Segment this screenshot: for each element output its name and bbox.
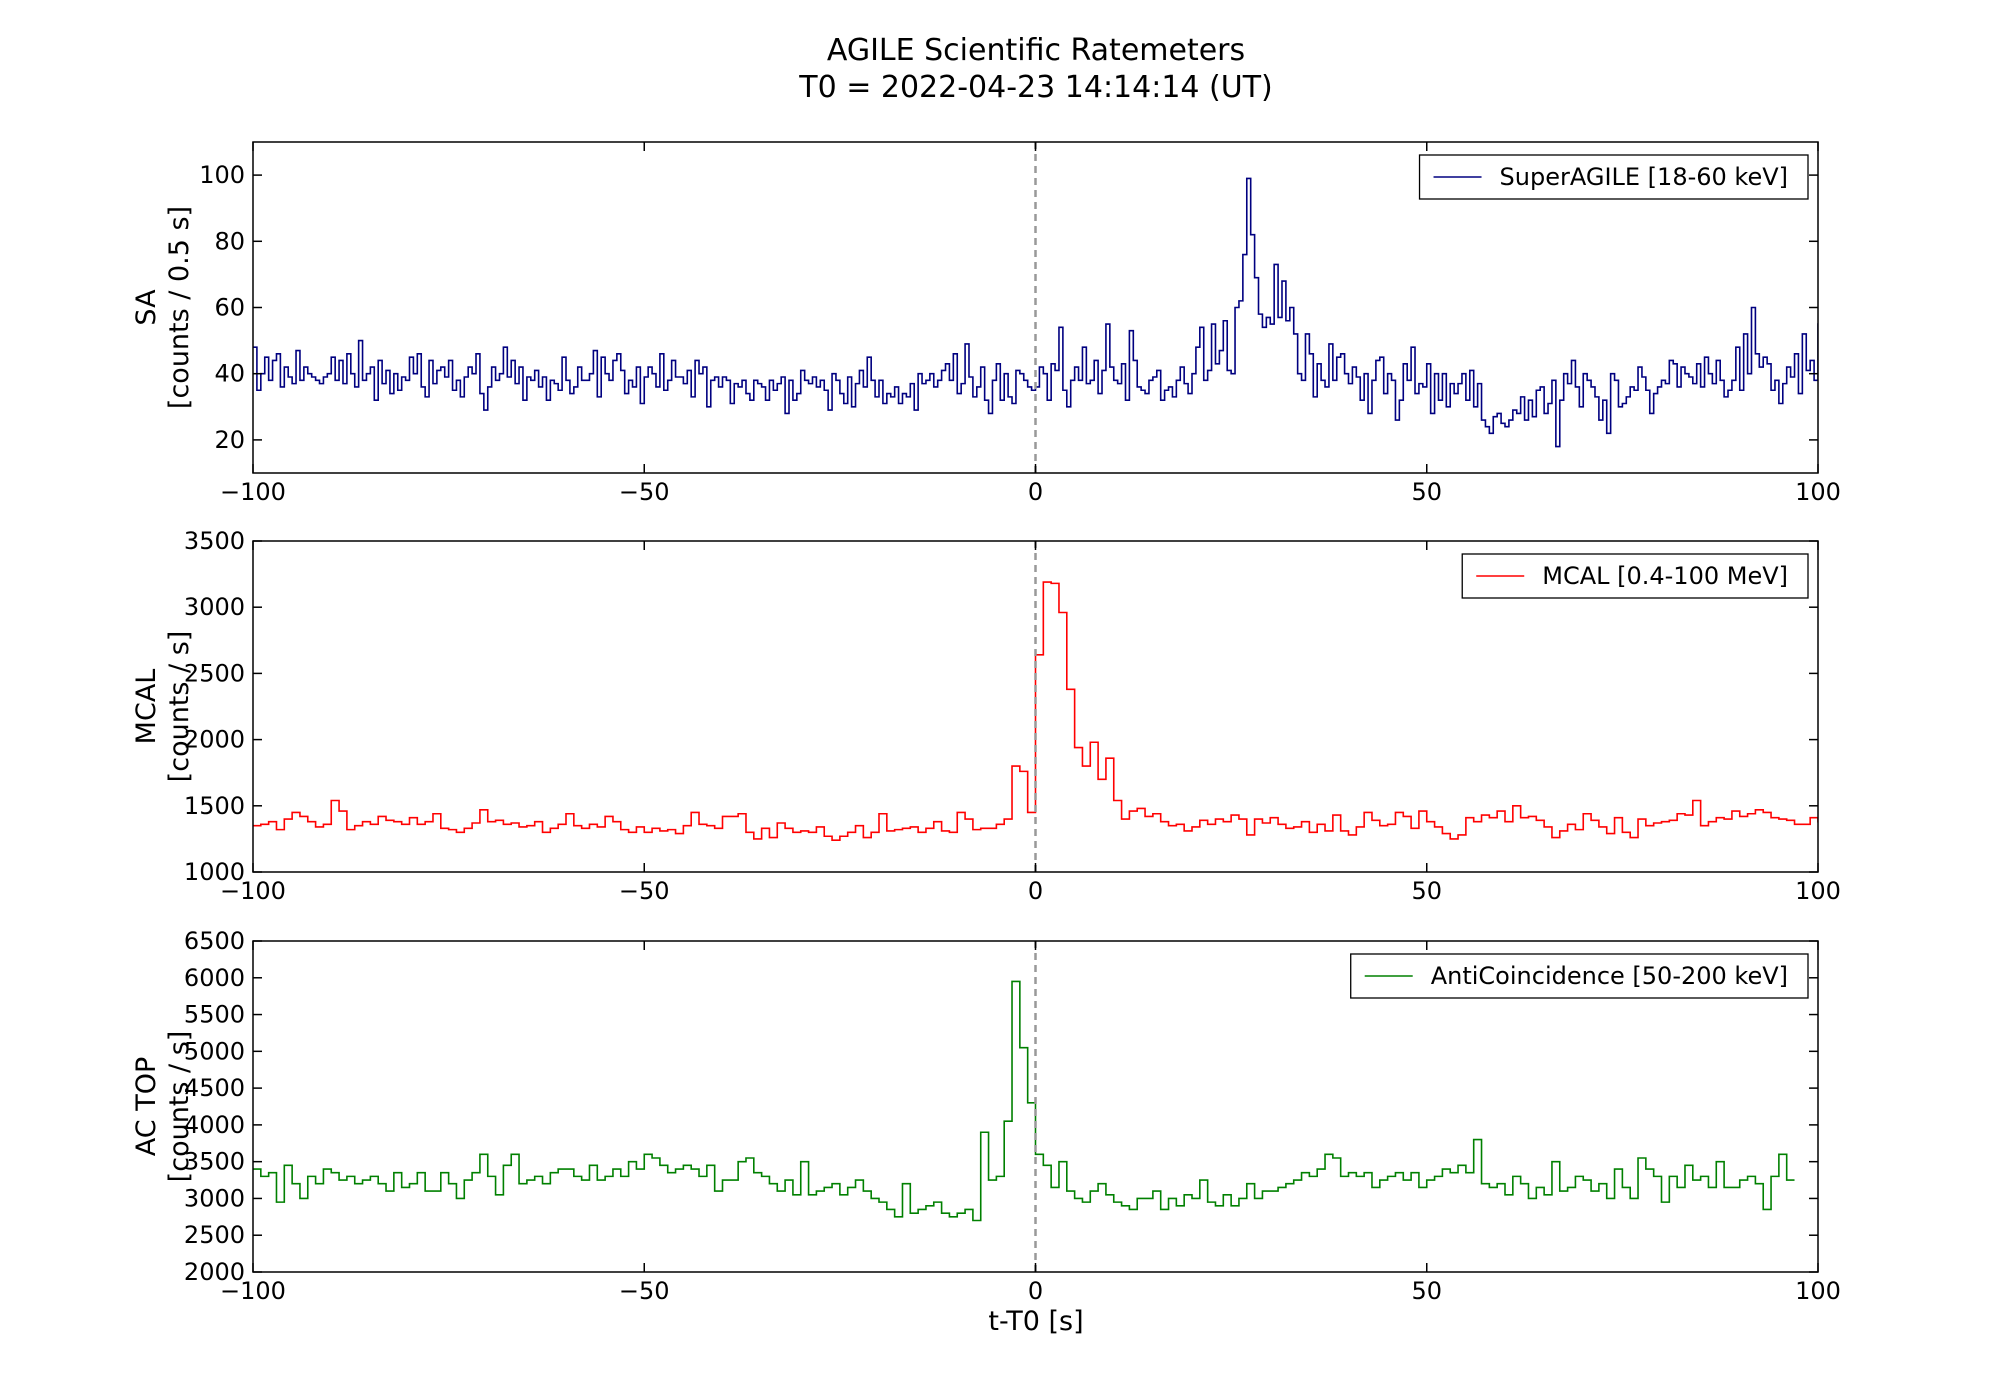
mcal-ylabel-line1: MCAL (131, 669, 162, 745)
ac-ytick-label: 3000 (184, 1184, 245, 1212)
mcal-series-line (253, 581, 1818, 842)
ac-ylabel-line1: AC TOP (131, 1057, 162, 1156)
panel-anticoincidence: −100 −50 0 50 100 2000 2500 3000 3500 4000 4500 500… (131, 927, 1841, 1305)
x-axis-label: t-T0 [s] (988, 1306, 1083, 1337)
ac-ytick-label: 2500 (184, 1221, 245, 1249)
sa-ylabel-line2: [counts / 0.5 s] (164, 206, 195, 409)
mcal-ytick-label: 3000 (184, 593, 245, 621)
ac-ytick-label: 6500 (184, 927, 245, 955)
panel-superagile: −100 −50 0 50 100 20 40 60 80 100 SA [counts / 0.5 … (131, 141, 1841, 506)
ac-legend-label: AntiCoincidence [50-200 keV] (1431, 962, 1788, 990)
mcal-ytick-label: 2000 (184, 726, 245, 754)
figure-title-line2: T0 = 2022-04-23 14:14:14 (UT) (798, 70, 1272, 105)
sa-xtick-label: 0 (1028, 478, 1043, 506)
mcal-ytick-label: 1000 (184, 858, 245, 886)
ac-ytick-label: 2000 (184, 1258, 245, 1286)
sa-ytick-label: 20 (214, 426, 245, 454)
ac-series-line (253, 980, 1795, 1222)
figure-title-line1: AGILE Scientific Ratemeters (827, 33, 1245, 68)
ac-ytick-label: 5500 (184, 1001, 245, 1029)
mcal-xtick-label: −50 (619, 877, 670, 905)
mcal-xtick-label: −100 (220, 877, 286, 905)
ac-xtick-label: 50 (1411, 1277, 1442, 1305)
sa-legend: SuperAGILE [18-60 keV] (1418, 154, 1809, 200)
sa-xtick-label: 50 (1411, 478, 1442, 506)
sa-ylabel-line1: SA (131, 289, 162, 326)
sa-ytick-label: 40 (214, 360, 245, 388)
sa-ytick-label: 80 (214, 227, 245, 255)
ac-ytick-label: 6000 (184, 964, 245, 992)
ac-ylabel-line2: [counts / s] (164, 1031, 195, 1183)
ac-legend-box (1350, 953, 1809, 999)
mcal-legend-label: MCAL [0.4-100 MeV] (1542, 562, 1788, 590)
ac-ytick-label: 4500 (184, 1074, 245, 1102)
mcal-ytick-label: 2500 (184, 659, 245, 687)
sa-ytick-label: 100 (199, 161, 245, 189)
ac-legend: AntiCoincidence [50-200 keV] (1350, 953, 1809, 999)
ac-ytick-label: 3500 (184, 1148, 245, 1176)
mcal-ytick-label: 3500 (184, 527, 245, 555)
ac-xtick-label: −100 (220, 1277, 286, 1305)
panel-mcal: −100 −50 0 50 100 1000 1500 2000 2500 3000 3500 MCA… (131, 527, 1841, 905)
sa-series-line (253, 177, 1818, 448)
mcal-ytick-label: 1500 (184, 792, 245, 820)
mcal-xtick-label: 50 (1411, 877, 1442, 905)
ac-ytick-label: 4000 (184, 1111, 245, 1139)
sa-xtick-label: 100 (1795, 478, 1841, 506)
ac-xtick-label: −50 (619, 1277, 670, 1305)
sa-legend-label: SuperAGILE [18-60 keV] (1500, 163, 1788, 191)
mcal-ylabel-line2: [counts / s] (164, 631, 195, 783)
sa-legend-box (1418, 154, 1809, 200)
sa-xtick-label: −50 (619, 478, 670, 506)
mcal-xtick-label: 100 (1795, 877, 1841, 905)
sa-xtick-label: −100 (220, 478, 286, 506)
ac-ytick-label: 5000 (184, 1037, 245, 1065)
mcal-legend: MCAL [0.4-100 MeV] (1461, 553, 1809, 599)
ac-xtick-label: 0 (1028, 1277, 1043, 1305)
mcal-xtick-label: 0 (1028, 877, 1043, 905)
sa-ytick-label: 60 (214, 294, 245, 322)
ac-xtick-label: 100 (1795, 1277, 1841, 1305)
